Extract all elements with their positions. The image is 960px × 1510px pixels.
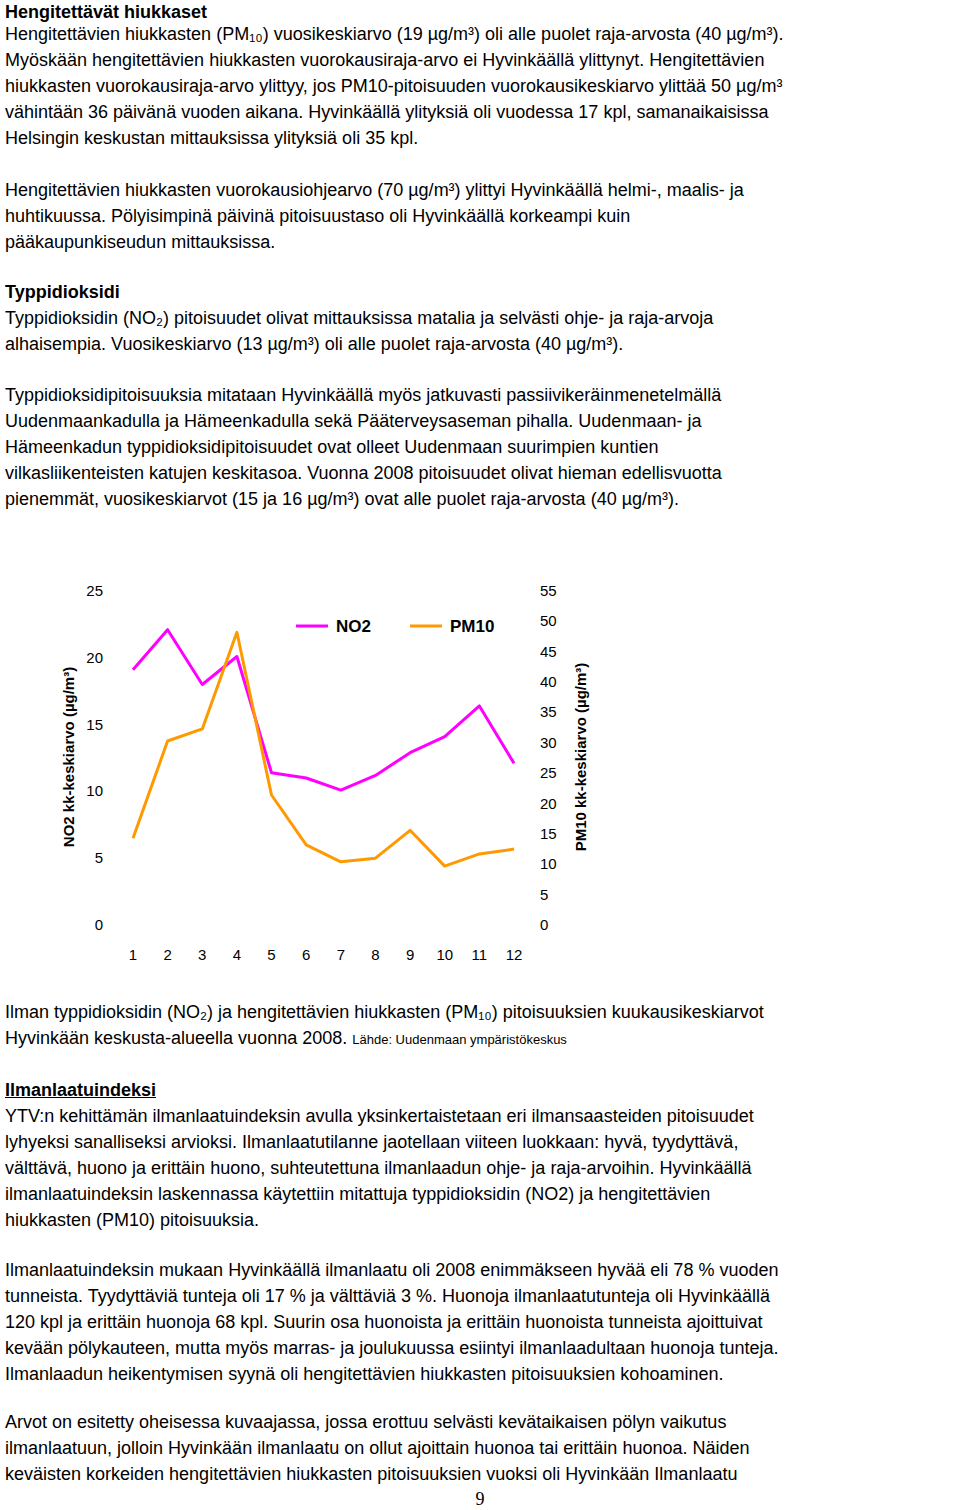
y2-tick-label: 55 — [540, 582, 557, 599]
legend-swatch — [410, 625, 442, 628]
caption-line: Hyvinkään keskusta-alueella vuonna 2008.… — [5, 1027, 567, 1049]
y2-tick-label: 20 — [540, 795, 557, 812]
section-heading: Typpidioksidi — [5, 281, 120, 303]
paragraph-line: Myöskään hengitettävien hiukkasten vuoro… — [5, 49, 764, 71]
plot-area — [133, 630, 514, 866]
y-tick-label: 10 — [86, 782, 103, 799]
paragraph-line: Arvot on esitetty oheisessa kuvaajassa, … — [5, 1411, 726, 1433]
paragraph-line: lyhyeksi sanalliseksi arvioksi. Ilmanlaa… — [5, 1131, 738, 1153]
paragraph-line: Ilmanlaadun heikentymisen syynä oli heng… — [5, 1363, 723, 1385]
y-tick-label: 25 — [86, 582, 103, 599]
paragraph-line: pääkaupunkiseudun mittauksissa. — [5, 231, 275, 253]
x-tick-label: 2 — [163, 946, 171, 963]
paragraph-line: ilmanlaatuindeksin laskennassa käytettii… — [5, 1183, 710, 1205]
paragraph-line: hiukkasten (PM10) pitoisuuksia. — [5, 1209, 259, 1231]
y-tick-label: 0 — [95, 916, 103, 933]
paragraph-line: Uudenmaankadulla ja Hämeenkadulla sekä P… — [5, 410, 701, 432]
y2-tick-label: 25 — [540, 764, 557, 781]
x-tick-label: 1 — [129, 946, 137, 963]
series-line — [133, 632, 514, 866]
y2-tick-label: 15 — [540, 825, 557, 842]
caption-text: Hyvinkään keskusta-alueella vuonna 2008. — [5, 1028, 347, 1048]
paragraph-line: alhaisempia. Vuosikeskiarvo (13 µg/m³) o… — [5, 333, 623, 355]
paragraph-line: Typpidioksidin (NO₂) pitoisuudet olivat … — [5, 307, 713, 329]
y2-tick-label: 50 — [540, 612, 557, 629]
y2-tick-label: 40 — [540, 673, 557, 690]
y2-tick-label: 10 — [540, 855, 557, 872]
paragraph-line: Hämeenkadun typpidioksidipitoisuudet ova… — [5, 436, 658, 458]
series-line — [133, 630, 514, 790]
x-tick-label: 11 — [472, 946, 488, 963]
y-axis-title: NO2 kk-keskiarvo (µg/m³) — [60, 667, 77, 847]
legend-swatch — [296, 625, 328, 628]
x-tick-label: 8 — [371, 946, 379, 963]
paragraph-line: Hengitettävien hiukkasten vuorokausiohje… — [5, 179, 744, 201]
x-tick-label: 5 — [267, 946, 275, 963]
paragraph-line: Typpidioksidipitoisuuksia mitataan Hyvin… — [5, 384, 721, 406]
legend-label: NO2 — [336, 617, 371, 636]
paragraph-line: ilmanlaatuun, jolloin Hyvinkään ilmanlaa… — [5, 1437, 750, 1459]
x-tick-label: 3 — [198, 946, 206, 963]
y2-axis-title: PM10 kk-keskiarvo (µg/m³) — [572, 663, 589, 852]
x-tick-label: 6 — [302, 946, 310, 963]
paragraph-line: hiukkasten vuorokausiraja-arvo ylittyy, … — [5, 75, 782, 97]
x-tick-label: 7 — [337, 946, 345, 963]
y-tick-label: 20 — [86, 649, 103, 666]
section-heading: Ilmanlaatuindeksi — [5, 1079, 156, 1101]
x-tick-label: 12 — [506, 946, 523, 963]
paragraph-line: Helsingin keskustan mittauksissa ylityks… — [5, 127, 418, 149]
chart: 0510152025051015202530354045505512345678… — [0, 0, 960, 1510]
x-tick-label: 10 — [436, 946, 453, 963]
y2-tick-label: 30 — [540, 734, 557, 751]
y2-tick-label: 45 — [540, 643, 557, 660]
y-tick-label: 5 — [95, 849, 103, 866]
paragraph-line: Ilmanlaatuindeksin mukaan Hyvinkäällä il… — [5, 1259, 778, 1281]
y2-tick-label: 35 — [540, 703, 557, 720]
page-number: 9 — [0, 1488, 960, 1510]
paragraph-line: huhtikuussa. Pölyisimpinä päivinä pitois… — [5, 205, 630, 227]
paragraph-line: Hengitettävien hiukkasten (PM₁₀) vuosike… — [5, 23, 784, 45]
paragraph-line: vilkasliikenteisten katujen keskitasoa. … — [5, 462, 722, 484]
paragraph-line: YTV:n kehittämän ilmanlaatuindeksin avul… — [5, 1105, 754, 1127]
y2-tick-label: 0 — [540, 916, 548, 933]
caption-source: Lähde: Uudenmaan ympäristökeskus — [352, 1032, 567, 1047]
paragraph-line: vähintään 36 päivänä vuoden aikana. Hyvi… — [5, 101, 768, 123]
legend-label: PM10 — [450, 617, 494, 636]
y-tick-label: 15 — [86, 716, 103, 733]
x-tick-label: 9 — [406, 946, 414, 963]
paragraph-line: kevään pölykauteen, mutta myös marras- j… — [5, 1337, 778, 1359]
paragraph-line: keväisten korkeiden hengitettävien hiukk… — [5, 1463, 737, 1485]
y2-tick-label: 5 — [540, 886, 548, 903]
paragraph-line: pienemmät, vuosikeskiarvot (15 ja 16 µg/… — [5, 488, 679, 510]
paragraph-line: tunneista. Tyydyttäviä tunteja oli 17 % … — [5, 1285, 770, 1307]
paragraph-line: 120 kpl ja erittäin huonoja 68 kpl. Suur… — [5, 1311, 763, 1333]
section-heading: Hengitettävät hiukkaset — [5, 1, 207, 23]
paragraph-line: välttävä, huono ja erittäin huono, suhte… — [5, 1157, 751, 1179]
x-tick-label: 4 — [233, 946, 241, 963]
caption-line: Ilman typpidioksidin (NO₂) ja hengitettä… — [5, 1001, 764, 1023]
